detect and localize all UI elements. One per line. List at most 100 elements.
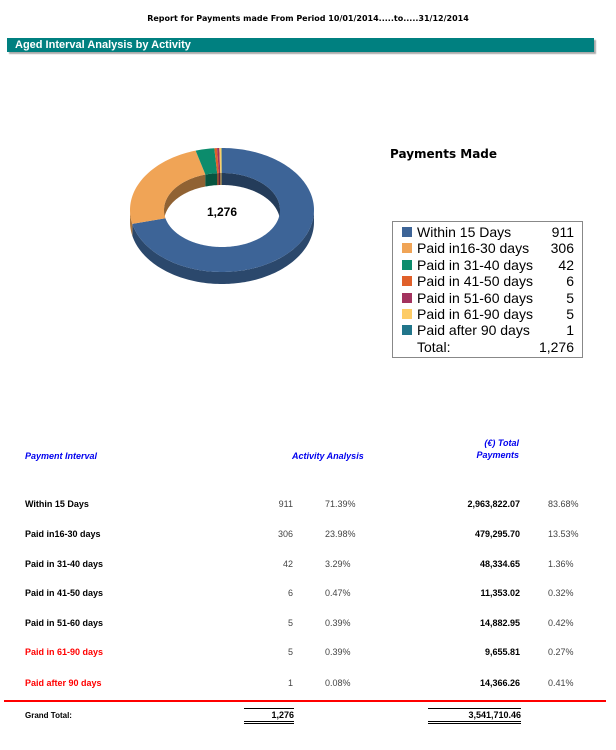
grand-total-label: Grand Total: [25,711,72,720]
legend-label: Paid in 41-50 days [417,273,533,290]
row-interval: Paid in 61-90 days [25,647,104,657]
legend-item: Paid in 51-60 days 5 [393,290,582,306]
legend-item: Paid in 61-90 days 5 [393,306,582,322]
row-interval: Paid after 90 days [25,678,102,688]
legend-value: 5 [566,289,574,306]
legend-label: Paid after 90 days [417,322,530,339]
row-count-percent: 0.47% [325,588,351,598]
legend-value: 911 [551,224,574,240]
row-count: 5 [287,647,293,657]
row-amount: 479,295.70 [474,529,520,539]
donut-slice-side [130,210,133,236]
donut-slice [130,150,206,224]
legend-swatch [402,243,412,254]
legend-label: Paid in 51-60 days [417,289,533,306]
table-row: Paid in 31-40 days 42 3.29% 48,334.65 1.36% [0,559,616,573]
row-amount-percent: 0.42% [548,618,574,628]
row-count: 5 [287,618,293,628]
donut-slice [195,148,218,175]
donut-slice [214,148,219,174]
legend-label: Paid in16-30 days [417,240,530,257]
row-amount-percent: 0.41% [548,678,574,688]
legend-item: Paid in16-30 days 306 [393,240,582,256]
header-activity-analysis: Activity Analysis [292,451,364,461]
legend-item: Paid after 90 days 1 [393,322,582,338]
donut-center-total: 1,276 [206,205,238,219]
header-total-line1: (€) Total [484,438,519,448]
row-amount-percent: 0.27% [548,647,574,657]
table-row: Paid after 90 days 1 0.08% 14,366.26 0.41% [0,678,616,692]
row-amount-percent: 13.53% [548,529,579,539]
row-interval: Paid in 31-40 days [25,559,104,569]
header-total-payments: (€) Total Payments [476,438,519,460]
donut-slice-inner-wall [217,173,219,186]
row-amount: 11,353.02 [480,588,520,598]
donut-slice-inner-wall [222,173,280,222]
row-amount: 48,334.65 [479,559,520,569]
row-count-percent: 23.98% [325,529,356,539]
header-total-line2: Payments [476,450,519,460]
row-interval: Paid in 41-50 days [25,588,104,598]
row-count-percent: 3.29% [325,559,351,569]
legend-value: 6 [566,273,574,290]
legend-value: 306 [550,240,574,257]
row-count: 911 [278,499,293,509]
total-divider [4,700,606,702]
legend-swatch [402,308,412,319]
grand-total-amount: 3,541,710.46 [428,708,521,724]
donut-slice-inner-wall [218,173,221,186]
donut-slice-side [132,210,314,284]
row-count-percent: 0.39% [325,647,351,657]
donut-slice [219,148,222,174]
legend-item: Paid in 41-50 days 6 [393,273,582,289]
legend-value: 1 [566,322,574,339]
legend-total: Total: 1,276 [393,339,582,355]
legend-swatch [402,227,412,237]
legend-swatch [402,325,412,336]
legend-label: Paid in 31-40 days [417,256,533,273]
legend-total-value: 1,276 [538,338,574,355]
legend-label: Within 15 Days [417,224,512,240]
row-amount: 14,366.26 [479,678,520,688]
section-header: Aged Interval Analysis by Activity [7,38,594,52]
row-count: 42 [282,559,293,569]
table-row: Paid in16-30 days 306 23.98% 479,295.70 13.5… [0,529,616,543]
grand-total-count: 1,276 [244,708,294,724]
legend-item: Within 15 Days 911 [393,224,582,240]
row-amount: 9,655.81 [484,647,520,657]
row-count: 6 [287,588,293,598]
header-payment-interval: Payment Interval [25,451,98,461]
row-amount: 14,882.95 [479,618,520,628]
row-amount-percent: 1.36% [548,559,574,569]
legend-item: Paid in 31-40 days 42 [393,257,582,273]
legend-swatch [402,259,412,270]
donut-slice [132,148,314,272]
row-amount-percent: 83.68% [548,499,579,509]
donut-slice-inner-wall [164,174,206,222]
row-interval: Within 15 Days [25,499,89,509]
table-row: Paid in 51-60 days 5 0.39% 14,882.95 0.42% [0,618,616,632]
chart-legend: Within 15 Days 911 Paid in16-30 days 306 Pai… [392,221,583,358]
legend-total-label: Total: [417,338,451,355]
row-count: 1 [287,678,293,688]
row-count-percent: 71.39% [325,499,356,509]
row-count-percent: 0.39% [325,618,351,628]
report-title: Report for Payments made From Period 10/… [147,14,469,23]
row-interval: Paid in 51-60 days [25,618,104,628]
legend-value: 42 [558,256,574,273]
legend-swatch [402,292,412,303]
chart-title: Payments Made [390,147,498,161]
legend-label: Paid in 61-90 days [417,305,533,322]
donut-slice [217,148,221,174]
row-amount: 2,963,822.07 [467,499,520,509]
legend-swatch [402,276,412,287]
row-count: 306 [277,529,293,539]
row-count-percent: 0.08% [325,678,351,688]
table-row: Paid in 61-90 days 5 0.39% 9,655.81 0.27% [0,647,616,661]
donut-slice-inner-wall [220,173,222,186]
row-interval: Paid in16-30 days [25,529,101,539]
table-row: Within 15 Days 911 71.39% 2,963,822.07 83.68… [0,499,616,513]
donut-chart [130,148,314,284]
table-row: Paid in 41-50 days 6 0.47% 11,353.02 0.32% [0,588,616,602]
